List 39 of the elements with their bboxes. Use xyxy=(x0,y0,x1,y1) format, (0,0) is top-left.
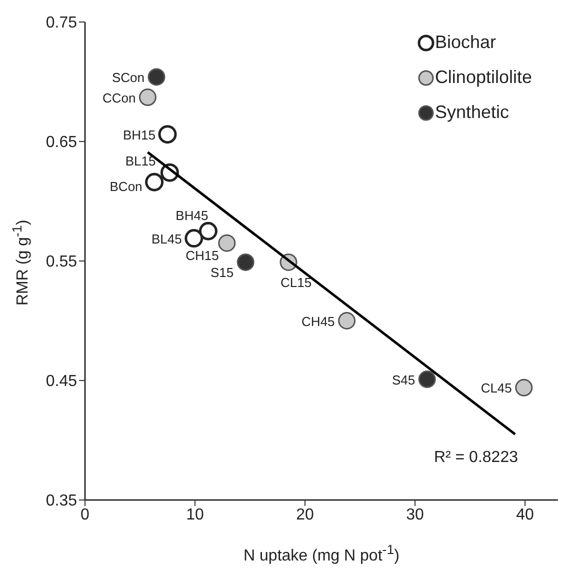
point xyxy=(418,370,436,388)
x-tick-label: 10 xyxy=(186,506,204,524)
point xyxy=(148,68,166,86)
annotation: S45 xyxy=(392,372,416,388)
annotation: CL45 xyxy=(480,380,512,396)
point xyxy=(218,234,236,252)
x-tick-label: 20 xyxy=(296,506,314,524)
annotation: BH45 xyxy=(176,208,208,224)
legend-label: Clinoptilolite xyxy=(434,67,532,88)
annotation: BL45 xyxy=(152,231,182,246)
y-tick-label: 0.35 xyxy=(46,492,78,510)
annotation: CL15 xyxy=(280,275,312,290)
y-tick-label: 0.75 xyxy=(46,14,78,32)
annotation: SCon xyxy=(112,70,144,85)
annotation: S15 xyxy=(210,265,234,280)
point xyxy=(184,229,204,248)
annotation: BH15 xyxy=(122,127,156,142)
point xyxy=(158,125,177,144)
legend-label: Biochar xyxy=(434,32,496,53)
y-tick-label: 0.55 xyxy=(46,254,78,271)
annotation: BL15 xyxy=(125,154,156,169)
point xyxy=(236,253,254,271)
point xyxy=(138,88,156,106)
legend-label: Synthetic xyxy=(434,102,509,123)
annotation: BCon xyxy=(110,179,142,194)
y-tick-label: 0.65 xyxy=(46,134,78,152)
point xyxy=(145,172,164,192)
point xyxy=(515,378,533,396)
x-tick-label: 30 xyxy=(406,506,424,524)
point xyxy=(338,312,356,330)
annotation: CCon xyxy=(102,90,136,106)
point xyxy=(198,222,218,240)
x-axis-title: N uptake (mg N pot$^{-1}$) xyxy=(242,542,400,566)
y-tick-label: 0.45 xyxy=(46,373,78,390)
annotation: CH45 xyxy=(302,314,335,329)
annotation: R² = 0.8223 xyxy=(434,449,518,466)
x-tick-label: 40 xyxy=(516,506,534,524)
x-tick-label: 0 xyxy=(80,506,90,524)
annotation: CH15 xyxy=(186,248,219,264)
